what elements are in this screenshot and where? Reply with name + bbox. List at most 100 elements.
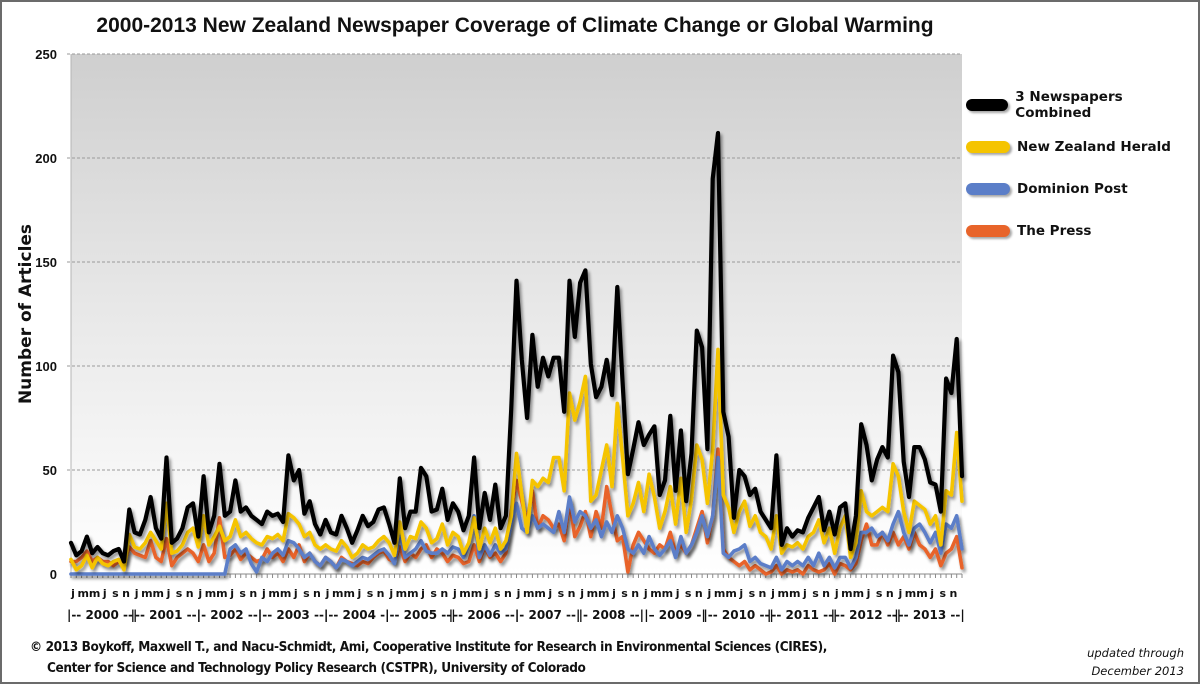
- x-year-label: |-- 2004 -|: [324, 608, 389, 622]
- x-year-label: |-- 2011 --|: [767, 608, 837, 622]
- legend-swatch: [966, 99, 1009, 111]
- x-month-label: n: [759, 587, 767, 600]
- x-month-label: s: [749, 587, 756, 600]
- x-month-label: s: [685, 587, 692, 600]
- x-month-label: j: [134, 587, 139, 600]
- x-axis: j mm j s n|-- 2000 --|j mm j s n|-- 2001 --|j mm j…: [67, 573, 965, 622]
- x-month-label: n: [949, 587, 957, 600]
- legend: 3 Newspapers Combined New Zealand Herald…: [966, 84, 1196, 252]
- updated-line-1: updated through: [1087, 646, 1184, 660]
- x-month-label: j: [388, 587, 393, 600]
- x-year-label: |– 2009 -|: [644, 608, 706, 622]
- x-month-label: n: [568, 587, 576, 600]
- legend-swatch: [966, 225, 1010, 237]
- legend-swatch: [966, 141, 1010, 153]
- legend-label: New Zealand Herald: [1017, 139, 1171, 155]
- y-tick-label: 200: [35, 151, 57, 166]
- x-month-label: n: [313, 587, 321, 600]
- legend-label: 3 Newspapers Combined: [1015, 89, 1123, 121]
- y-axis: 0 50 100 150 200 250: [35, 47, 72, 582]
- x-month-label: s: [558, 587, 565, 600]
- x-month-label: j: [293, 587, 298, 600]
- updated-note: updated through December 2013: [1087, 644, 1184, 680]
- legend-item-nz-herald: New Zealand Herald: [966, 126, 1196, 168]
- x-month-label: mm: [587, 587, 610, 600]
- updated-line-2: December 2013: [1091, 664, 1184, 678]
- x-month-label: j: [866, 587, 871, 600]
- x-month-label: j: [579, 587, 584, 600]
- x-year-label: |-- 2005 --|: [385, 608, 455, 622]
- x-month-label: n: [186, 587, 194, 600]
- x-year-label: |-- 2000 --|: [67, 608, 137, 622]
- x-month-label: mm: [205, 587, 228, 600]
- x-month-label: mm: [841, 587, 864, 600]
- x-month-label: j: [834, 587, 839, 600]
- x-month-label: n: [695, 587, 703, 600]
- x-year-label: |- 2008 --|: [579, 608, 644, 622]
- x-year-label: |- 2007 --|: [515, 608, 580, 622]
- series-line-dominion-post: [69, 455, 964, 576]
- legend-item-dominion-post: Dominion Post: [966, 168, 1196, 210]
- series-line-the-press: [69, 447, 964, 576]
- x-month-label: n: [504, 587, 512, 600]
- x-month-label: j: [197, 587, 202, 600]
- legend-item-combined: 3 Newspapers Combined: [966, 84, 1196, 126]
- x-year-label: |-- 2012 --|: [831, 608, 901, 622]
- x-month-label: mm: [141, 587, 164, 600]
- x-month-label: s: [876, 587, 883, 600]
- x-month-label: j: [675, 587, 680, 600]
- y-tick-label: 100: [35, 359, 57, 374]
- x-month-label: j: [325, 587, 330, 600]
- x-month-label: s: [112, 587, 119, 600]
- x-month-label: j: [929, 587, 934, 600]
- series-line-3-newspapers-combined: [68, 130, 965, 564]
- x-month-label: j: [420, 587, 425, 600]
- credit-line-1: © 2013 Boykoff, Maxwell T., and Nacu-Sch…: [30, 639, 827, 655]
- x-month-label: s: [303, 587, 310, 600]
- x-month-label: s: [367, 587, 374, 600]
- x-month-label: j: [707, 587, 712, 600]
- x-year-label: |- 2002 --|: [197, 608, 262, 622]
- x-month-label: j: [770, 587, 775, 600]
- x-month-label: n: [822, 587, 830, 600]
- x-month-label: j: [102, 587, 107, 600]
- x-month-label: j: [484, 587, 489, 600]
- credit-text: © 2013 Boykoff, Maxwell T., and Nacu-Sch…: [30, 637, 827, 679]
- x-month-label: mm: [778, 587, 801, 600]
- y-tick-label: 0: [50, 567, 57, 582]
- x-month-label: j: [897, 587, 902, 600]
- legend-swatch: [966, 183, 1010, 195]
- legend-label: The Press: [1017, 223, 1092, 239]
- series-lines: [68, 130, 965, 576]
- x-month-label: n: [249, 587, 257, 600]
- x-month-label: mm: [650, 587, 673, 600]
- y-tick-label: 250: [35, 47, 57, 62]
- x-month-label: s: [812, 587, 819, 600]
- legend-item-the-press: The Press: [966, 210, 1196, 252]
- x-month-label: mm: [714, 587, 737, 600]
- x-year-label: |-- 2013 --|: [894, 608, 964, 622]
- x-month-label: mm: [332, 587, 355, 600]
- x-month-label: j: [229, 587, 234, 600]
- y-tick-label: 50: [43, 463, 57, 478]
- x-month-label: j: [452, 587, 457, 600]
- x-month-label: j: [166, 587, 171, 600]
- x-month-label: j: [802, 587, 807, 600]
- x-month-label: j: [643, 587, 648, 600]
- y-tick-label: 150: [35, 255, 57, 270]
- x-month-label: s: [940, 587, 947, 600]
- x-month-label: mm: [396, 587, 419, 600]
- x-month-label: n: [631, 587, 639, 600]
- x-month-label: n: [122, 587, 130, 600]
- chart-title: 2000-2013 New Zealand Newspaper Coverage…: [96, 14, 934, 37]
- x-month-label: n: [886, 587, 894, 600]
- x-month-label: j: [547, 587, 552, 600]
- x-year-label: |-- 2001 --|: [131, 608, 201, 622]
- x-month-label: s: [621, 587, 628, 600]
- x-year-label: |-- 2010 --|: [703, 608, 773, 622]
- x-year-label: |-- 2003 --|: [258, 608, 328, 622]
- x-month-label: s: [176, 587, 183, 600]
- x-month-label: n: [440, 587, 448, 600]
- legend-label: Dominion Post: [1017, 181, 1128, 197]
